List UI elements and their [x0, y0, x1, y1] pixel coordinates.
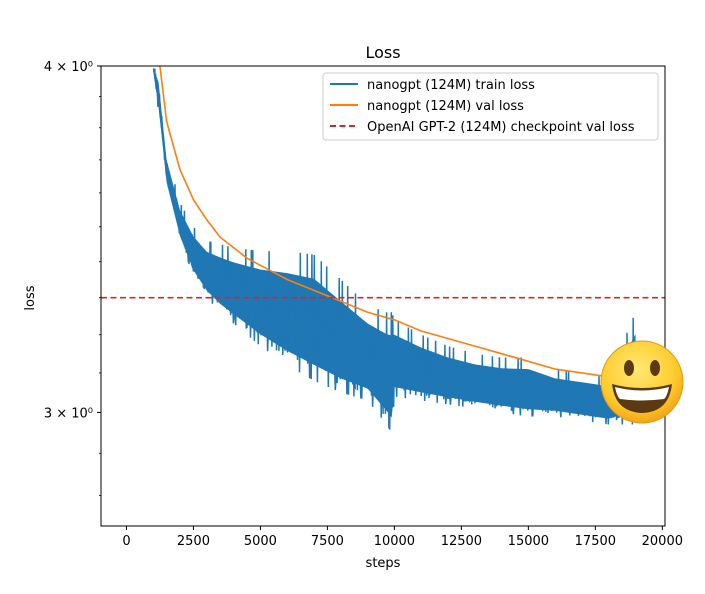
train-loss-line	[152, 68, 637, 430]
y-axis-title: loss	[23, 285, 38, 310]
y-tick-label: 4 × 10⁰	[44, 60, 93, 75]
legend: nanogpt (124M) train loss nanogpt (124M)…	[322, 72, 659, 141]
x-tick-label: 15000	[508, 534, 549, 549]
x-tick-label: 2500	[177, 534, 210, 549]
legend-box	[322, 72, 659, 141]
x-tick-label: 20000	[642, 534, 683, 549]
x-tick-label: 12500	[441, 534, 482, 549]
plot-area	[101, 66, 665, 430]
x-tick-label: 17500	[575, 534, 616, 549]
legend-label-gpt2: OpenAI GPT-2 (124M) checkpoint val loss	[367, 120, 635, 135]
grinning-face-icon	[600, 340, 684, 424]
x-tick-label: 7500	[311, 534, 344, 549]
x-tick-label: 5000	[244, 534, 277, 549]
legend-label-train: nanogpt (124M) train loss	[367, 78, 535, 93]
y-tick-label: 3 × 10⁰	[44, 406, 93, 421]
val-loss-line	[159, 66, 623, 380]
x-tick-label: 0	[122, 534, 130, 549]
chart-title: Loss	[365, 43, 400, 62]
y-axis: 3 × 10⁰ 4 × 10⁰	[44, 60, 101, 496]
legend-label-val: nanogpt (124M) val loss	[367, 99, 524, 114]
plot-frame	[100, 65, 666, 527]
x-axis: 0 2500 5000 7500 10000 12500 15000 17500 20000	[122, 526, 683, 549]
x-tick-label: 10000	[374, 534, 415, 549]
x-axis-title: steps	[366, 556, 401, 571]
